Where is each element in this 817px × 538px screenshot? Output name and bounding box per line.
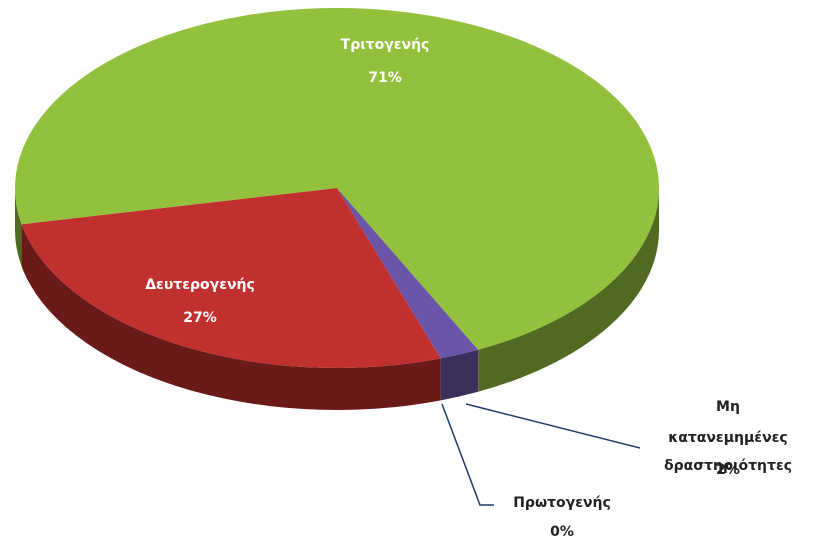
leader-line: [441, 403, 494, 506]
category-label: Πρωτογενής: [513, 495, 611, 511]
leader-line: [465, 403, 641, 449]
slice-side: [440, 349, 479, 401]
category-label: Δευτερογενής: [145, 277, 255, 293]
slice: [21, 188, 441, 368]
category-label: Μη κατανεμημένες δραστηριότητες: [664, 399, 792, 474]
value-label: 71%: [368, 70, 402, 86]
value-label: 27%: [183, 310, 217, 326]
category-label: Τριτογενής: [341, 37, 430, 53]
slice-side: [478, 188, 659, 392]
slice: [15, 8, 660, 350]
slice-side: [15, 188, 22, 267]
slice: [337, 188, 479, 359]
value-label: 0%: [550, 524, 574, 538]
value-label: 2%: [716, 462, 740, 478]
slice-side: [21, 224, 441, 411]
